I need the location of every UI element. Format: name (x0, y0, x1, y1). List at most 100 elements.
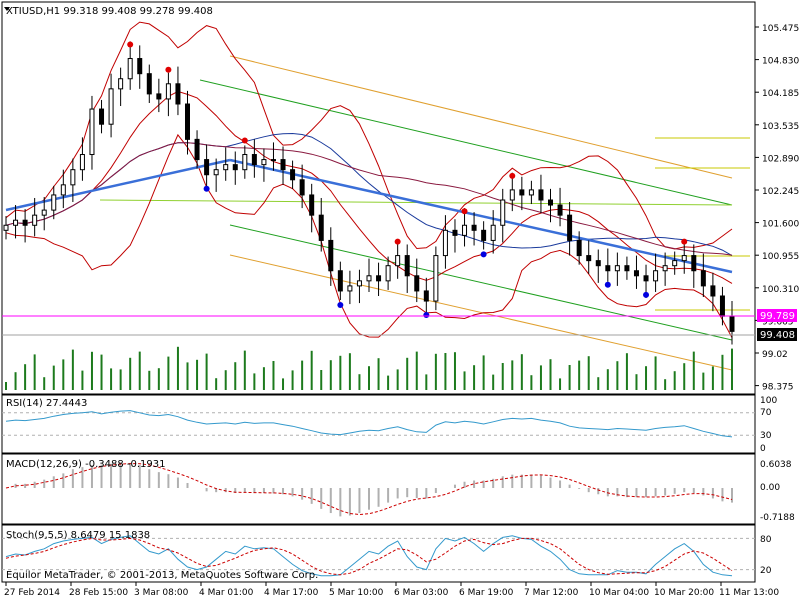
main-pane[interactable] (1, 1, 756, 395)
candle-body[interactable] (185, 103, 190, 140)
candle-body[interactable] (70, 169, 76, 186)
candle-body[interactable] (194, 138, 200, 161)
candle-body[interactable] (691, 255, 697, 272)
time-tick-label: 6 Mar 03:00 (394, 588, 449, 598)
candle-body[interactable] (548, 199, 553, 206)
candle-body[interactable] (356, 280, 362, 287)
candle-body[interactable] (175, 83, 181, 105)
candle-body[interactable] (22, 219, 28, 226)
stoch-label: Stoch(9,5,5) 8.6479 15.1838 (6, 530, 150, 541)
fractal-up-marker (461, 208, 468, 215)
candle-body[interactable] (32, 214, 38, 226)
candle-body[interactable] (99, 108, 105, 125)
candle-body[interactable] (643, 275, 649, 282)
candlestick-series (3, 41, 735, 345)
candle-body[interactable] (165, 83, 171, 100)
candle-body[interactable] (681, 255, 687, 262)
fractal-up-marker (394, 238, 401, 245)
candle-body[interactable] (309, 194, 315, 216)
candle-body[interactable] (318, 214, 324, 241)
candle-body[interactable] (557, 204, 563, 216)
candle-body[interactable] (700, 270, 706, 287)
candle-body[interactable] (423, 290, 429, 302)
candle-body[interactable] (127, 58, 133, 80)
candle-body[interactable] (137, 58, 143, 75)
candle-body[interactable] (719, 295, 725, 317)
candle-body[interactable] (232, 164, 238, 171)
candle-body[interactable] (576, 239, 582, 257)
candle-body[interactable] (251, 154, 257, 166)
candle-body[interactable] (108, 88, 114, 125)
ma-thick-trend (229, 158, 733, 274)
candle-body[interactable] (51, 194, 57, 211)
candle-body[interactable] (414, 275, 420, 292)
candle-body[interactable] (528, 189, 534, 196)
candle-body[interactable] (376, 275, 382, 282)
candle-body[interactable] (595, 260, 601, 267)
candle-body[interactable] (710, 285, 716, 297)
candle-body[interactable] (89, 108, 95, 156)
candle-body[interactable] (290, 169, 296, 181)
candle-body[interactable] (452, 229, 458, 236)
candle-body[interactable] (586, 255, 592, 262)
time-tick-label: 10 Mar 04:00 (589, 588, 649, 598)
candle-body[interactable] (328, 239, 334, 272)
fractal-up-marker (241, 137, 248, 144)
channel-line-0 (229, 55, 733, 179)
candle-body[interactable] (605, 265, 611, 272)
candle-body[interactable] (3, 224, 9, 231)
candle-body[interactable] (261, 159, 267, 166)
candle-body[interactable] (404, 255, 410, 277)
channel-line-2 (199, 79, 733, 206)
candle-body[interactable] (118, 78, 124, 90)
candle-body[interactable] (481, 229, 487, 241)
candle-body[interactable] (156, 93, 162, 100)
candle-body[interactable] (41, 209, 47, 216)
collapse-arrow-icon[interactable] (4, 7, 10, 11)
candle-body[interactable] (213, 169, 219, 176)
rsi-pane[interactable] (1, 394, 756, 454)
candle-body[interactable] (299, 179, 305, 196)
bollinger-lower (5, 133, 733, 338)
candle-body[interactable] (223, 164, 229, 171)
candle-body[interactable] (509, 189, 515, 201)
candle-body[interactable] (500, 199, 506, 226)
candle-body[interactable] (347, 285, 353, 292)
price-tick-label: 104.185 (762, 89, 799, 99)
candle-body[interactable] (433, 255, 439, 302)
candle-body[interactable] (462, 224, 468, 236)
candle-body[interactable] (471, 224, 477, 231)
candle-body[interactable] (204, 159, 210, 176)
candle-body[interactable] (146, 73, 152, 95)
candle-body[interactable] (519, 189, 525, 196)
candle-body[interactable] (624, 265, 630, 272)
fractal-down-marker (604, 281, 611, 288)
candle-body[interactable] (662, 265, 668, 272)
candle-body[interactable] (567, 214, 573, 241)
candle-body[interactable] (13, 219, 19, 226)
volume-bars (5, 346, 733, 390)
time-tick-label: 28 Feb 15:00 (69, 588, 128, 598)
candle-body[interactable] (490, 224, 496, 241)
candle-body[interactable] (79, 154, 85, 171)
candle-body[interactable] (395, 255, 401, 267)
candle-body[interactable] (729, 315, 735, 332)
candle-body[interactable] (385, 265, 391, 282)
candle-body[interactable] (633, 270, 639, 277)
candle-body[interactable] (538, 189, 544, 201)
candle-body[interactable] (614, 265, 620, 272)
price-tick-label: 104.830 (762, 57, 799, 67)
fractal-up-marker (681, 238, 688, 245)
candle-body[interactable] (280, 159, 286, 171)
candle-body[interactable] (672, 260, 678, 267)
candle-body[interactable] (442, 229, 448, 257)
candle-body[interactable] (337, 270, 343, 292)
candle-body[interactable] (60, 184, 66, 196)
candle-body[interactable] (366, 275, 372, 282)
candle-body[interactable] (270, 159, 276, 162)
candle-body[interactable] (653, 270, 659, 282)
candle-body[interactable] (242, 154, 248, 171)
fractal-up-marker (127, 41, 134, 48)
